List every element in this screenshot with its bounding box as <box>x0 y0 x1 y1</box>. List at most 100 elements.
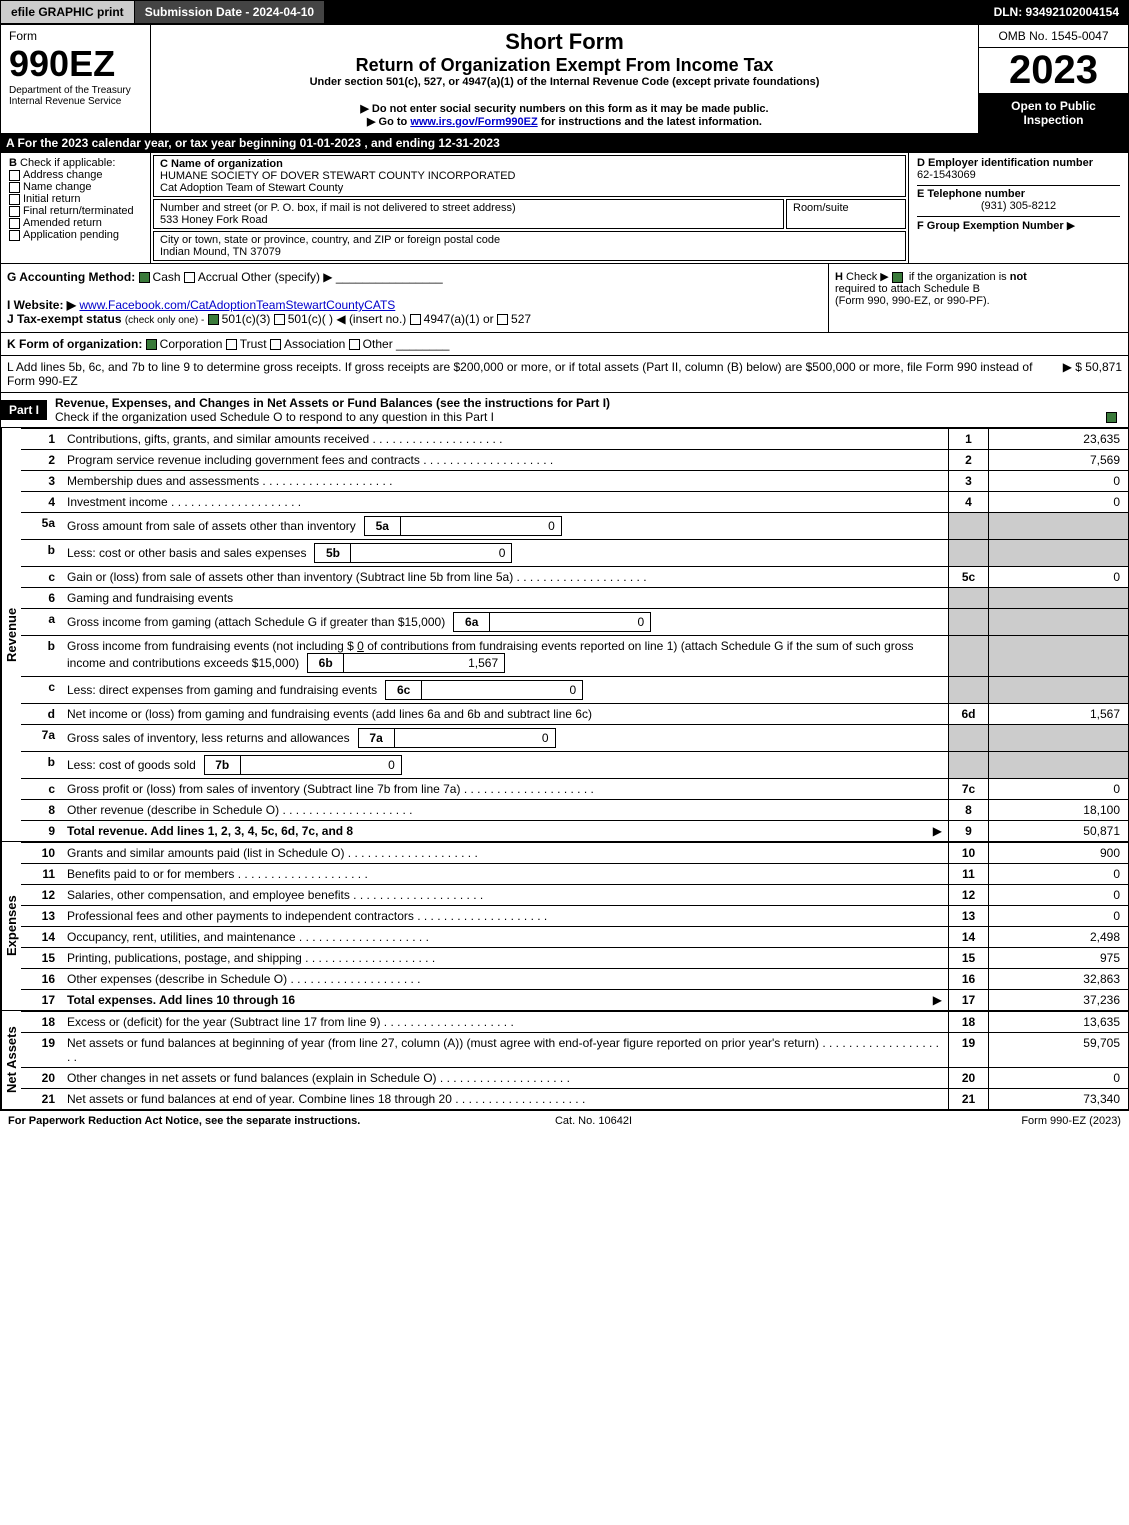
street-label: Number and street (or P. O. box, if mail… <box>160 202 516 214</box>
checkbox-other-org[interactable] <box>349 339 360 350</box>
h-label: H <box>835 271 843 283</box>
ln-7a: 7a <box>21 725 61 751</box>
checkbox-initial-return[interactable] <box>9 194 20 205</box>
h-text2: if the organization is <box>909 271 1010 283</box>
ld-10: Grants and similar amounts paid (list in… <box>61 843 948 863</box>
lr-13: 13 <box>948 906 988 926</box>
lr-14: 14 <box>948 927 988 947</box>
ln-1: 1 <box>21 429 61 449</box>
ld-6c: Less: direct expenses from gaming and fu… <box>61 677 948 703</box>
ln-12: 12 <box>21 885 61 905</box>
lv-6b-shaded <box>988 636 1128 676</box>
checkbox-corporation[interactable] <box>146 339 157 350</box>
lv-20: 0 <box>988 1068 1128 1088</box>
short-form-title: Short Form <box>159 29 970 55</box>
checkbox-schedule-o[interactable] <box>1106 412 1117 423</box>
lr-2: 2 <box>948 450 988 470</box>
ld-5a: Gross amount from sale of assets other t… <box>61 513 948 539</box>
checkbox-4947[interactable] <box>410 314 421 325</box>
checkbox-501c[interactable] <box>274 314 285 325</box>
lv-13: 0 <box>988 906 1128 926</box>
checkbox-cash[interactable] <box>139 272 150 283</box>
opt-501c: 501(c)( ) ◀ (insert no.) <box>288 312 407 326</box>
k-label: K Form of organization: <box>7 337 142 351</box>
lr-5b-shaded <box>948 540 988 566</box>
ld-15: Printing, publications, postage, and shi… <box>61 948 948 968</box>
ln-20: 20 <box>21 1068 61 1088</box>
tax-year: 2023 <box>979 48 1128 93</box>
h-text4: (Form 990, 990-EZ, or 990-PF). <box>835 295 990 307</box>
i-label: I Website: ▶ <box>7 298 76 312</box>
footer-cat-no: Cat. No. 10642I <box>555 1115 632 1127</box>
lv-11: 0 <box>988 864 1128 884</box>
opt-association: Association <box>284 337 345 351</box>
ld-21: Net assets or fund balances at end of ye… <box>61 1089 948 1109</box>
h-text3: required to attach Schedule B <box>835 283 980 295</box>
opt-final-return: Final return/terminated <box>23 205 134 217</box>
part1-title: Revenue, Expenses, and Changes in Net As… <box>55 396 610 410</box>
checkbox-501c3[interactable] <box>208 314 219 325</box>
org-name-2: Cat Adoption Team of Stewart County <box>160 182 343 194</box>
opt-501c3: 501(c)(3) <box>222 312 271 326</box>
lv-7c: 0 <box>988 779 1128 799</box>
opt-corporation: Corporation <box>160 337 223 351</box>
lv-4: 0 <box>988 492 1128 512</box>
ld-19: Net assets or fund balances at beginning… <box>61 1033 948 1067</box>
main-title: Return of Organization Exempt From Incom… <box>159 55 970 76</box>
lv-3: 0 <box>988 471 1128 491</box>
ld-7b: Less: cost of goods sold7b0 <box>61 752 948 778</box>
ein-value: 62-1543069 <box>917 169 1120 181</box>
lv-2: 7,569 <box>988 450 1128 470</box>
ld-6b: Gross income from fundraising events (no… <box>61 636 948 676</box>
checkbox-name-change[interactable] <box>9 182 20 193</box>
lr-4: 4 <box>948 492 988 512</box>
submission-date: Submission Date - 2024-04-10 <box>135 1 324 23</box>
lr-6a-shaded <box>948 609 988 635</box>
ln-4: 4 <box>21 492 61 512</box>
lr-17: 17 <box>948 990 988 1010</box>
opt-amended-return: Amended return <box>23 217 102 229</box>
ld-6d: Net income or (loss) from gaming and fun… <box>61 704 948 724</box>
checkbox-association[interactable] <box>270 339 281 350</box>
ln-17: 17 <box>21 990 61 1010</box>
ln-9: 9 <box>21 821 61 841</box>
phone-value: (931) 305-8212 <box>917 200 1120 212</box>
net-assets-block: Net Assets 18Excess or (deficit) for the… <box>0 1011 1129 1110</box>
under-section: Under section 501(c), 527, or 4947(a)(1)… <box>159 76 970 88</box>
b-label: B <box>9 157 17 169</box>
ln-21: 21 <box>21 1089 61 1109</box>
form-header: Form 990EZ Department of the Treasury In… <box>0 24 1129 134</box>
checkbox-application-pending[interactable] <box>9 230 20 241</box>
revenue-vlabel: Revenue <box>1 428 21 841</box>
lv-8: 18,100 <box>988 800 1128 820</box>
checkbox-527[interactable] <box>497 314 508 325</box>
checkbox-accrual[interactable] <box>184 272 195 283</box>
ld-6: Gaming and fundraising events <box>61 588 948 608</box>
irs-link[interactable]: www.irs.gov/Form990EZ <box>410 116 537 128</box>
ln-5c: c <box>21 567 61 587</box>
h-not: not <box>1010 271 1027 283</box>
lr-6d: 6d <box>948 704 988 724</box>
ln-11: 11 <box>21 864 61 884</box>
website-link[interactable]: www.Facebook.com/CatAdoptionTeamStewartC… <box>79 298 395 312</box>
lv-6d: 1,567 <box>988 704 1128 724</box>
checkbox-amended-return[interactable] <box>9 218 20 229</box>
omb-number: OMB No. 1545-0047 <box>979 25 1128 48</box>
l-text: L Add lines 5b, 6c, and 7b to line 9 to … <box>7 360 1063 388</box>
lv-6-shaded <box>988 588 1128 608</box>
lv-16: 32,863 <box>988 969 1128 989</box>
checkbox-h[interactable] <box>892 272 903 283</box>
lr-15: 15 <box>948 948 988 968</box>
efile-print-button[interactable]: efile GRAPHIC print <box>0 0 135 24</box>
d-ein-label: D Employer identification number <box>917 157 1120 169</box>
footer-left: For Paperwork Reduction Act Notice, see … <box>8 1115 360 1127</box>
checkbox-trust[interactable] <box>226 339 237 350</box>
top-bar: efile GRAPHIC print Submission Date - 20… <box>0 0 1129 24</box>
checkbox-address-change[interactable] <box>9 170 20 181</box>
lr-11: 11 <box>948 864 988 884</box>
ln-2: 2 <box>21 450 61 470</box>
checkbox-final-return[interactable] <box>9 206 20 217</box>
irs-label: Internal Revenue Service <box>9 96 142 107</box>
ln-6a: a <box>21 609 61 635</box>
ld-20: Other changes in net assets or fund bala… <box>61 1068 948 1088</box>
